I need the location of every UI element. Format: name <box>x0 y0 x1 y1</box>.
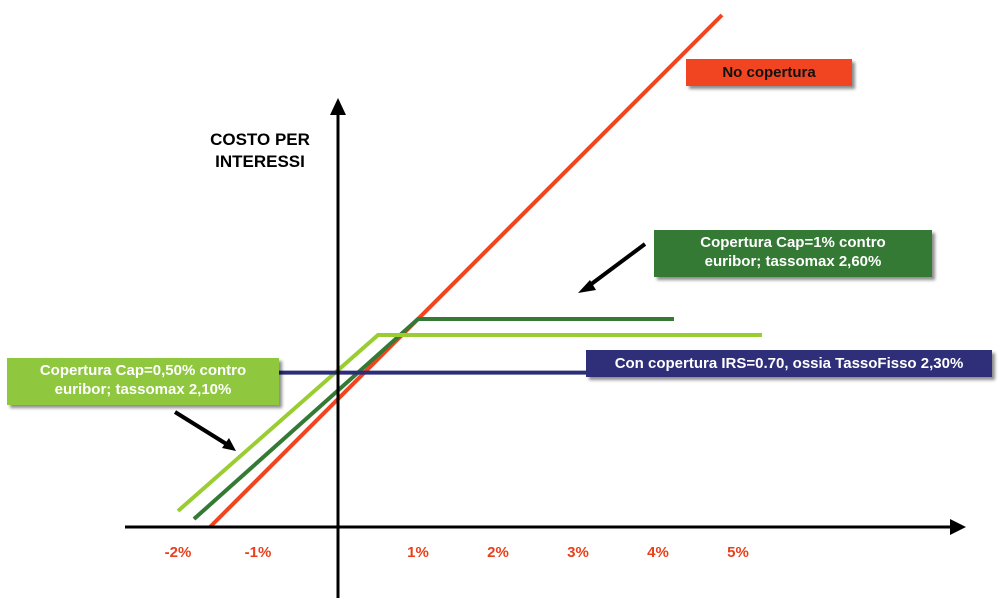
series-line-1 <box>192 317 674 521</box>
y-axis-label-line2: INTERESSI <box>215 152 305 171</box>
x-tick-label: -2% <box>165 544 192 561</box>
axes-layer <box>125 98 966 598</box>
legend-no-copertura: No copertura <box>686 59 852 86</box>
legend-cap-1-line2: euribor; tassomax 2,60% <box>704 253 882 270</box>
x-axis-arrowhead <box>950 519 966 535</box>
ticks-layer: -2% -1% 1% 2% 3% 4% 5% <box>165 544 749 561</box>
x-tick-label: 4% <box>647 544 669 561</box>
legend-cap-050-line2: euribor; tassomax 2,10% <box>54 381 232 398</box>
x-tick-label: 5% <box>727 544 749 561</box>
series-line-0 <box>208 13 724 529</box>
arrow-to-cap1 <box>578 242 647 293</box>
y-axis-arrowhead <box>330 98 346 115</box>
legend-no-copertura-label: No copertura <box>722 64 816 81</box>
legend-irs-label: Con copertura IRS=0.70, ossia TassoFisso… <box>614 355 964 372</box>
legend-cap-1-line1: Copertura Cap=1% contro <box>700 234 886 251</box>
legend-cap-1: Copertura Cap=1% contro euribor; tassoma… <box>654 230 932 277</box>
series-line-2 <box>176 333 762 513</box>
x-tick-label: 1% <box>407 544 429 561</box>
legend-irs: Con copertura IRS=0.70, ossia TassoFisso… <box>586 350 992 377</box>
legend-cap-050: Copertura Cap=0,50% contro euribor; tass… <box>7 358 279 405</box>
x-tick-label: -1% <box>245 544 272 561</box>
y-axis-label-line1: COSTO PER <box>210 130 310 149</box>
x-tick-label: 2% <box>487 544 509 561</box>
x-tick-label: 3% <box>567 544 589 561</box>
legend-cap-050-line1: Copertura Cap=0,50% contro <box>39 362 247 379</box>
arrow-to-cap05 <box>173 410 236 451</box>
